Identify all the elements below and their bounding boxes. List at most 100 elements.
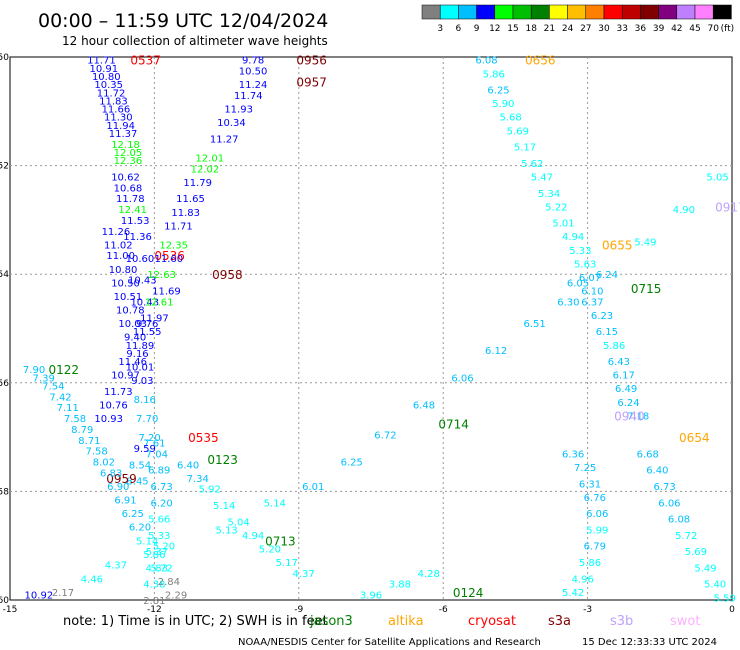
swh-value: 5.99 (586, 525, 608, 536)
swh-value: 7.42 (49, 392, 71, 403)
x-tick-label: -12 (147, 605, 162, 615)
swh-value: 5.69 (507, 126, 529, 137)
swh-value: 11.69 (152, 286, 181, 297)
swh-value: 11.55 (133, 327, 162, 338)
swh-value: 6.48 (413, 401, 435, 412)
colorbar-label: 39 (653, 24, 665, 34)
swh-value: 4.46 (81, 574, 103, 585)
generated-timestamp: 15 Dec 12:33:33 UTC 2024 (582, 637, 717, 648)
swh-value: 11.83 (171, 208, 200, 219)
swh-value: 11.66 (102, 105, 131, 116)
colorbar-label: 24 (562, 24, 574, 34)
colorbar-label: 9 (474, 24, 480, 34)
colorbar-swatch (494, 4, 514, 20)
swh-value: 7.54 (42, 382, 64, 393)
swh-value: 12.18 (111, 140, 140, 151)
swh-value: 11.71 (87, 56, 116, 67)
colorbar-label: 3 (437, 24, 443, 34)
swh-value: 7.11 (57, 403, 79, 414)
x-tick-label: -9 (294, 605, 303, 615)
swh-value: 5.86 (579, 558, 601, 569)
colorbar-swatch (421, 4, 441, 20)
track-time-label: 0654 (679, 431, 710, 445)
swh-value: 5.86 (603, 341, 625, 352)
swh-value: 11.73 (104, 387, 133, 398)
footer-note: note: 1) Time is in UTC; 2) SWH is in fe… (63, 614, 328, 629)
y-tick-label: -52 (0, 162, 9, 172)
swh-value: 11.97 (140, 314, 169, 325)
swh-value: 7.20 (138, 433, 160, 444)
swh-value: 5.17 (276, 558, 298, 569)
swh-value: 11.53 (121, 216, 150, 227)
swh-value: 6.24 (596, 270, 618, 281)
swh-value: 11.00 (106, 251, 135, 262)
swh-value: 10.60 (126, 254, 155, 265)
swh-value: 11.36 (123, 232, 152, 243)
swh-value: 6.89 (148, 466, 170, 477)
track-time-label: 0656 (525, 54, 556, 68)
swh-value: 8.79 (71, 425, 93, 436)
plot-frame (9, 56, 733, 601)
swh-value: 5.40 (704, 580, 726, 591)
swh-value: 6.06 (451, 373, 473, 384)
swh-value: 12.02 (191, 164, 220, 175)
swh-value: 5.34 (538, 189, 560, 200)
swh-value: 6.08 (668, 515, 690, 526)
swh-value: 6.12 (485, 346, 507, 357)
swh-value: 6.40 (646, 466, 668, 477)
swh-value: 12.63 (147, 270, 176, 281)
swh-value: 4.96 (572, 574, 594, 585)
x-tick-label: -3 (583, 605, 592, 615)
track-time-label: 0956 (296, 54, 327, 68)
swh-value: 5.68 (499, 113, 521, 124)
swh-value: 6.72 (374, 430, 396, 441)
swh-value: 6.25 (122, 509, 144, 520)
swh-value: 12.01 (195, 153, 224, 164)
y-tick-label: -58 (0, 487, 9, 497)
colorbar-swatch (694, 4, 714, 20)
swh-value: 6.79 (584, 542, 606, 553)
swh-value: 9.16 (126, 349, 148, 360)
track-time-label: 0536 (154, 249, 185, 263)
track-time-label: 0957 (296, 75, 327, 89)
swh-value: 5.86 (143, 550, 165, 561)
swh-value: 10.68 (114, 183, 143, 194)
swh-value: 11.83 (99, 96, 128, 107)
swh-value: 4.90 (673, 205, 695, 216)
satellite-legend-s3b: s3b (610, 614, 633, 629)
swh-value: 11.27 (210, 134, 239, 145)
swh-value: 10.01 (126, 363, 155, 374)
swh-value: 5.33 (148, 531, 170, 542)
swh-value: 11.94 (106, 121, 135, 132)
swh-value: 8.54 (129, 460, 151, 471)
swh-value: 11.71 (164, 221, 193, 232)
swh-value: 6.05 (567, 278, 589, 289)
swh-value: 10.78 (116, 305, 145, 316)
chart-subtitle: 12 hour collection of altimeter wave hei… (62, 34, 328, 48)
colorbar-label: 27 (580, 24, 591, 34)
swh-value: 6.08 (475, 56, 497, 67)
swh-value: 7.18 (627, 411, 649, 422)
swh-value: 6.20 (129, 523, 151, 534)
swh-value: 10.97 (111, 371, 140, 382)
swh-value: 12.05 (114, 148, 143, 159)
swh-value: 9.76 (136, 319, 158, 330)
swh-value: 6.01 (302, 482, 324, 493)
swh-value: 8.71 (78, 436, 100, 447)
swh-value: 11.46 (118, 357, 147, 368)
swh-value: 5.90 (492, 99, 514, 110)
swh-value: 4.94 (242, 531, 264, 542)
swh-value: 6.68 (637, 449, 659, 460)
swh-value: 6.10 (581, 286, 603, 297)
swh-value: 4.94 (562, 232, 584, 243)
swh-value: 12.35 (159, 240, 188, 251)
swh-value: 7.61 (143, 439, 165, 450)
swh-value: 6.90 (107, 482, 129, 493)
swh-value: 2.81 (143, 596, 165, 607)
swh-value: 7.39 (33, 373, 55, 384)
swh-value: 5.72 (150, 563, 172, 574)
colorbar-label: 6 (456, 24, 462, 34)
swh-value: 6.73 (653, 482, 675, 493)
colorbar-swatch (658, 4, 678, 20)
